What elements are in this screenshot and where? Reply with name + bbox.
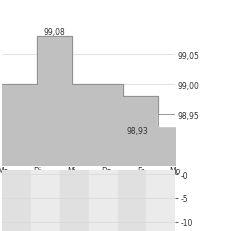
Text: 99,08: 99,08 xyxy=(43,28,65,37)
Text: 98,93: 98,93 xyxy=(127,127,149,135)
Bar xyxy=(31,170,60,231)
Bar xyxy=(146,170,175,231)
Bar xyxy=(60,170,89,231)
Bar xyxy=(89,170,118,231)
Bar xyxy=(2,170,31,231)
Bar xyxy=(118,170,146,231)
